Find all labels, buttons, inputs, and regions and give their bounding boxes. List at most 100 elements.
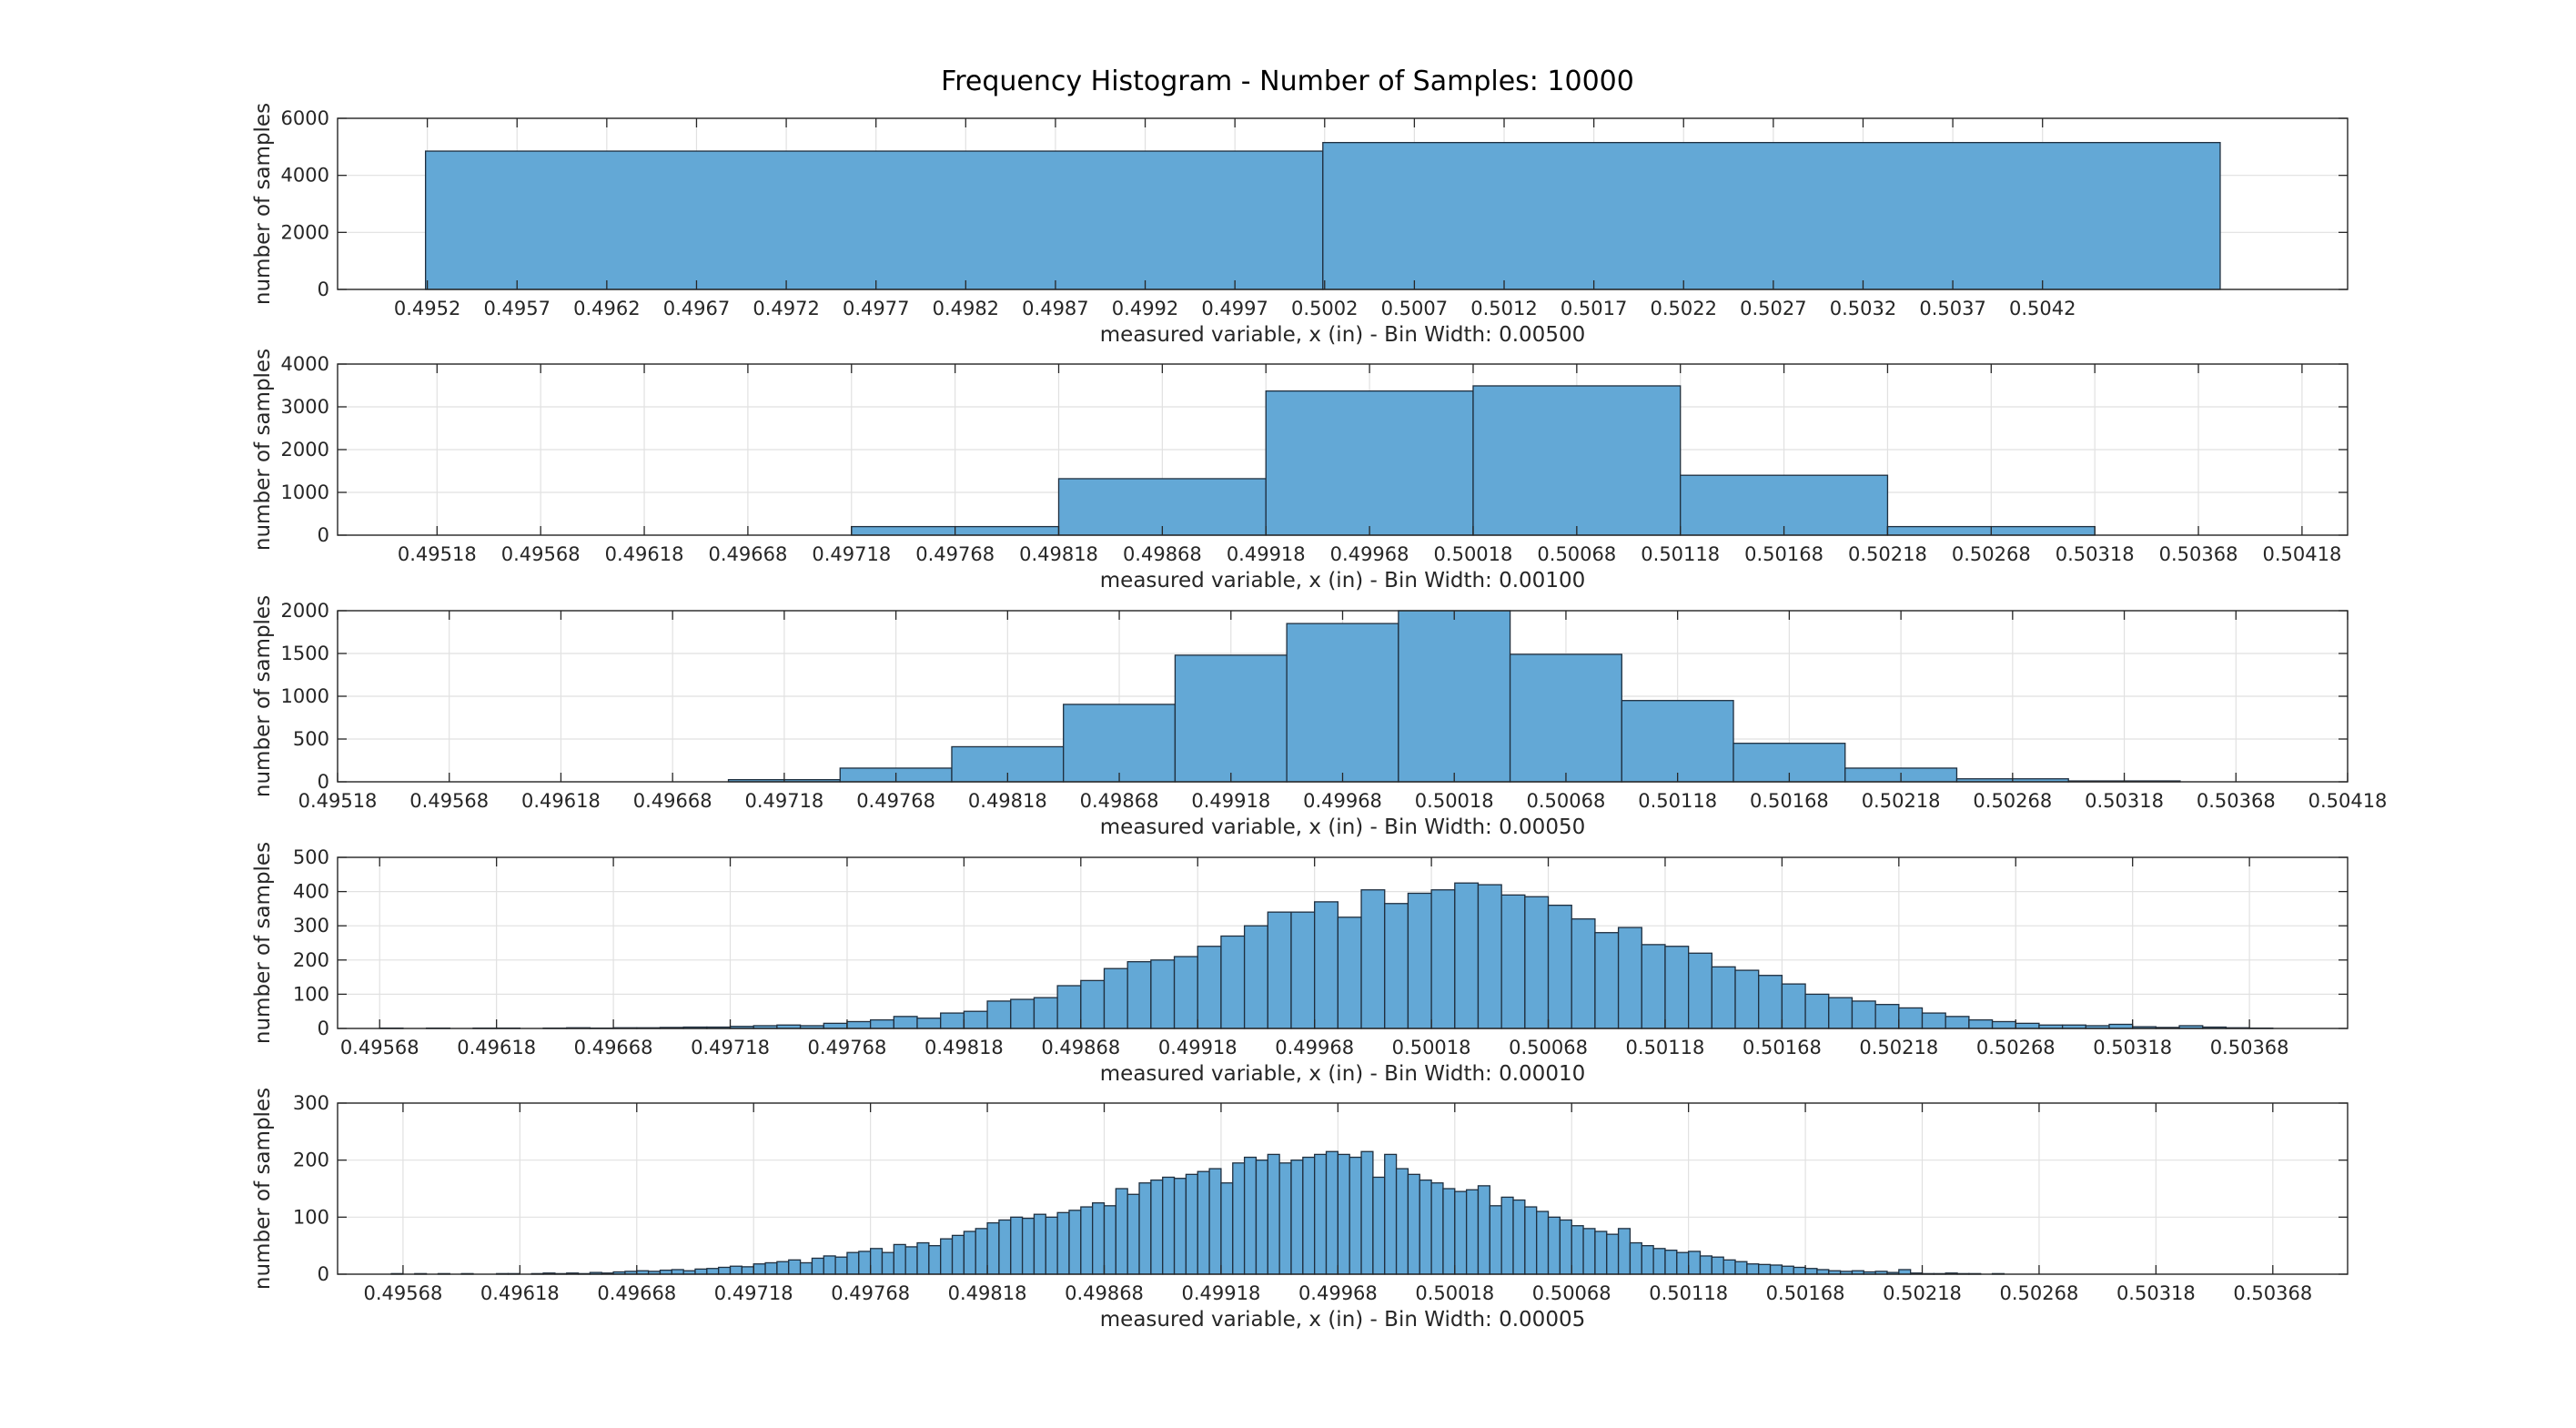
x-tick-label: 0.50218 — [1859, 1037, 1938, 1058]
histogram-bar — [1080, 979, 1106, 1029]
x-tick-label: 0.50318 — [2116, 1282, 2196, 1304]
histogram-bar — [986, 1000, 1012, 1029]
histogram-bar — [1290, 1160, 1304, 1275]
histogram-bar — [1010, 1216, 1024, 1275]
histogram-bar — [1372, 1176, 1386, 1275]
x-tick-label: 0.50018 — [1415, 1282, 1494, 1304]
x-tick-label: 0.50118 — [1649, 1282, 1728, 1304]
histogram-bar — [1278, 1162, 1292, 1275]
histogram-bar — [1711, 1256, 1724, 1275]
histogram-bar — [1407, 892, 1432, 1029]
histogram-bar — [1126, 1193, 1140, 1275]
figure-title: Frequency Histogram - Number of Samples:… — [941, 66, 1634, 97]
x-tick-label: 0.49668 — [574, 1037, 653, 1058]
histogram-panels: 0.4952 0.4957 0.4962 0.4967 0.4972 0.4977 0.49… — [251, 103, 2387, 1332]
y-tick-label: 4000 — [281, 165, 329, 187]
histogram-bar — [1243, 925, 1268, 1029]
histogram-bar — [1664, 946, 1690, 1029]
y-tick-label: 0 — [318, 1018, 329, 1039]
x-tick-label: 0.49868 — [1065, 1282, 1144, 1304]
histogram-bar — [893, 1243, 906, 1275]
x-tick-label: 0.49568 — [363, 1282, 442, 1304]
histogram-bar — [1582, 1228, 1596, 1275]
x-tick-label: 0.49768 — [856, 790, 935, 812]
x-tick-label: 0.4952 — [394, 298, 460, 319]
histogram-bar — [1454, 882, 1480, 1029]
y-axis-label: number of samples — [251, 103, 275, 305]
x-tick-label: 0.49718 — [714, 1282, 793, 1304]
y-tick-label: 3000 — [281, 396, 329, 418]
histogram-bar — [1758, 975, 1783, 1029]
x-tick-label: 0.49668 — [708, 543, 787, 565]
x-tick-label: 0.49718 — [691, 1037, 770, 1058]
x-tick-label: 0.50268 — [1952, 543, 2031, 565]
histogram-bar — [1419, 1179, 1432, 1275]
x-tick-label: 0.50318 — [2093, 1037, 2172, 1058]
x-tick-label: 0.50018 — [1434, 543, 1513, 565]
histogram-bar — [1921, 1012, 1946, 1029]
histogram-bar — [846, 1020, 872, 1029]
histogram-bar — [881, 1251, 894, 1275]
histogram-panel-2: 0.49518 0.49568 0.49618 0.49668 0.49718 0.497… — [251, 349, 2349, 592]
histogram-bar — [1232, 1162, 1246, 1275]
x-tick-label: 0.4957 — [483, 298, 550, 319]
y-tick-label: 400 — [293, 881, 329, 903]
y-tick-label: 1000 — [281, 481, 329, 503]
x-tick-label: 0.49968 — [1330, 543, 1409, 565]
x-tick-label: 0.49818 — [924, 1037, 1004, 1058]
x-tick-label: 0.49718 — [812, 543, 891, 565]
histogram-bar — [1033, 997, 1058, 1029]
histogram-bar — [916, 1241, 930, 1275]
histogram-bar — [904, 1246, 918, 1275]
histogram-bar — [1722, 1259, 1736, 1275]
x-tick-label: 0.49918 — [1182, 1282, 1261, 1304]
histogram-bar — [1571, 918, 1596, 1029]
histogram-bar — [1360, 1150, 1374, 1275]
x-tick-label: 0.50418 — [2308, 790, 2388, 812]
histogram-bar — [1472, 385, 1682, 536]
histogram-panel-1: 0.4952 0.4957 0.4962 0.4967 0.4972 0.4977 0.49… — [251, 103, 2349, 347]
x-tick-label: 0.49818 — [948, 1282, 1027, 1304]
y-tick-label: 100 — [293, 983, 329, 1005]
histogram-bar — [1781, 983, 1806, 1029]
histogram-bar — [1021, 1217, 1035, 1275]
histogram-bar — [1185, 1173, 1198, 1275]
x-tick-label: 0.49918 — [1227, 543, 1306, 565]
x-tick-label: 0.50068 — [1509, 1037, 1588, 1058]
x-tick-label: 0.5027 — [1740, 298, 1806, 319]
histogram-bar — [916, 1018, 942, 1029]
histogram-bar — [694, 1268, 708, 1275]
histogram-bar — [858, 1251, 872, 1275]
x-tick-label: 0.50268 — [1976, 1037, 2056, 1058]
x-tick-label: 0.50068 — [1532, 1282, 1611, 1304]
histogram-bar — [1407, 1173, 1420, 1275]
histogram-bar — [1500, 1196, 1514, 1275]
histogram-bar — [975, 1228, 988, 1275]
histogram-bar — [1652, 1248, 1666, 1275]
histogram-bar — [1536, 1210, 1550, 1275]
histogram-bar — [1804, 993, 1830, 1029]
x-tick-label: 0.4987 — [1022, 298, 1088, 319]
x-tick-label: 0.49568 — [340, 1037, 419, 1058]
histogram-bar — [823, 1022, 848, 1029]
x-tick-label: 0.4967 — [663, 298, 730, 319]
histogram-bar — [1103, 1205, 1116, 1275]
x-tick-label: 0.49518 — [298, 790, 378, 812]
histogram-bar — [1547, 1216, 1561, 1275]
y-tick-label: 500 — [293, 846, 329, 868]
x-tick-label: 0.49618 — [521, 790, 601, 812]
histogram-bar — [1746, 1263, 1760, 1275]
histogram-bar — [1547, 904, 1572, 1029]
axes-box — [337, 117, 2349, 290]
histogram-bar — [1621, 700, 1734, 783]
histogram-bar — [776, 1261, 790, 1275]
histogram-bar — [1033, 1213, 1046, 1275]
histogram-bar — [1500, 894, 1526, 1029]
x-tick-label: 0.5042 — [2009, 298, 2076, 319]
histogram-bar — [1349, 1156, 1362, 1275]
histogram-bar — [1509, 653, 1622, 783]
histogram-bar — [1174, 654, 1288, 783]
x-tick-label: 0.50218 — [1883, 1282, 1962, 1304]
histogram-bar — [706, 1268, 720, 1275]
x-tick-label: 0.50068 — [1537, 543, 1616, 565]
